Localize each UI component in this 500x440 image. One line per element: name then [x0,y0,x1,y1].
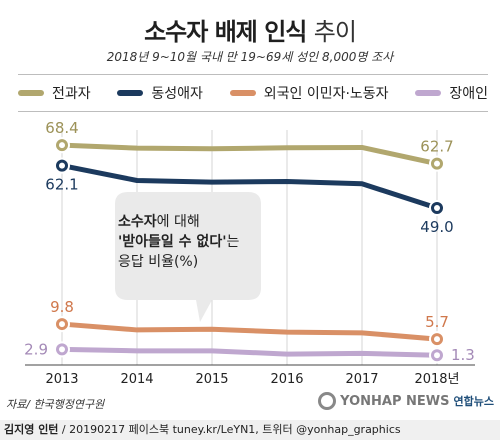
x-tick-label-4: 2017 [345,372,378,387]
series-3-value-label-5: 1.3 [451,346,475,364]
title-main: 소수자 배제 인식 [144,18,307,46]
series-line-0 [59,142,440,167]
series-0-point-core-5 [434,160,440,167]
legend-label-2: 외국인 이민자·노동자 [263,86,389,102]
source-note: 자료/ 한국행정연구원 [6,398,105,411]
legend-item-1: 동성애자 [117,83,203,103]
series-line-3 [59,346,440,358]
series-2-point-core-5 [434,336,440,343]
annotation-bubble [115,192,261,322]
series-3-value-label-0: 2.9 [24,340,48,358]
x-tick-label-5: 2018년 [414,372,459,387]
annotation-unit: 응답 비율(%) [118,254,199,270]
yonhap-logo: YONHAP NEWS 연합뉴스 [318,390,494,412]
legend-label-3: 장애인 [449,86,488,102]
legend-item-0: 전과자 [18,83,91,103]
x-tick-label-0: 2013 [45,372,78,387]
series-0-value-label-0: 68.4 [45,119,78,137]
credit-bar: 김지영 인턴 / 20190217 페이스북 tuney.kr/LeYN1, 트… [0,420,500,440]
series-0-point-core-0 [59,142,65,149]
credit-rest: / 20190217 페이스북 tuney.kr/LeYN1, 트위터 @yon… [58,423,401,436]
chart-title: 소수자 배제 인식 추이 [0,12,500,47]
chart-subtitle: 2018년 9~10월 국내 만 19~69세 성인 8,000명 조사 [106,50,394,64]
annotation-bold-2: '받아들일 수 없다' [118,234,227,250]
logo-brand-kr: 연합뉴스 [453,395,494,408]
logo-brand: YONHAP NEWS [340,393,450,409]
legend-item-2: 외국인 이민자·노동자 [229,83,389,103]
legend-swatch-3 [415,90,442,96]
title-light: 추이 [313,18,357,46]
line-chart: 2013 2014 2015 2016 2017 2018년 68.4 62.7 62.1 49.… [24,119,475,387]
series-2-value-label-5: 5.7 [425,313,449,331]
credit-author: 김지영 인턴 [4,423,59,436]
x-tick-label-1: 2014 [120,372,153,387]
annotation-rest-1: 에 대해 [156,214,200,230]
series-3-point-core-0 [59,346,65,353]
series-3-point-core-5 [434,352,440,359]
x-tick-label-2: 2015 [195,372,228,387]
annotation-text: 소수자에 대해 '받아들일 수 없다'는 응답 비율(%) [118,212,268,272]
series-1-value-label-0: 62.1 [45,176,78,194]
legend-label-0: 전과자 [52,86,91,102]
annotation-rest-2: 는 [226,234,240,250]
series-1-value-label-5: 49.0 [420,218,453,236]
logo-circle-icon [318,392,337,410]
series-1-point-core-0 [59,162,65,169]
series-2-point-core-0 [59,321,65,328]
legend-item-3: 장애인 [415,83,488,103]
series-0-value-label-5: 62.7 [420,138,453,156]
series-1-point-core-5 [434,205,440,212]
legend-swatch-2 [229,90,256,96]
x-tick-label-3: 2016 [270,372,303,387]
legend-label-1: 동성애자 [151,86,203,102]
series-line-1 [59,163,440,211]
legend: 전과자 동성애자 외국인 이민자·노동자 장애인 [18,74,488,112]
series-2-value-label-0: 9.8 [50,298,74,316]
series-line-2 [59,321,440,342]
annotation-bold-1: 소수자 [118,214,157,230]
legend-swatch-1 [117,90,144,96]
legend-swatch-0 [18,90,44,96]
